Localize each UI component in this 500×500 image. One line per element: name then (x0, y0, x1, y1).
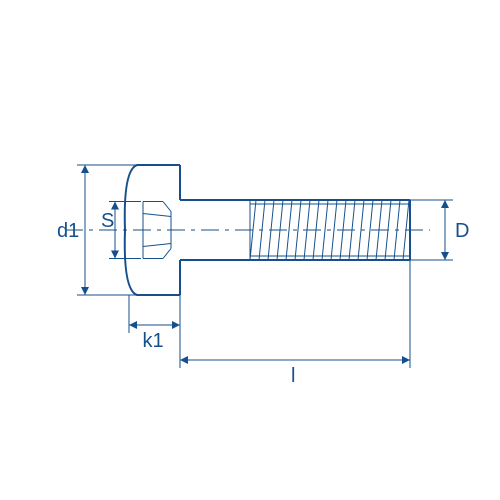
dim-label-l: l (291, 365, 295, 387)
dim-label-d1: d1 (57, 220, 79, 242)
dim-label-k1: k1 (143, 330, 164, 352)
dim-label-S: S (101, 210, 114, 232)
dim-label-D: D (455, 220, 469, 242)
